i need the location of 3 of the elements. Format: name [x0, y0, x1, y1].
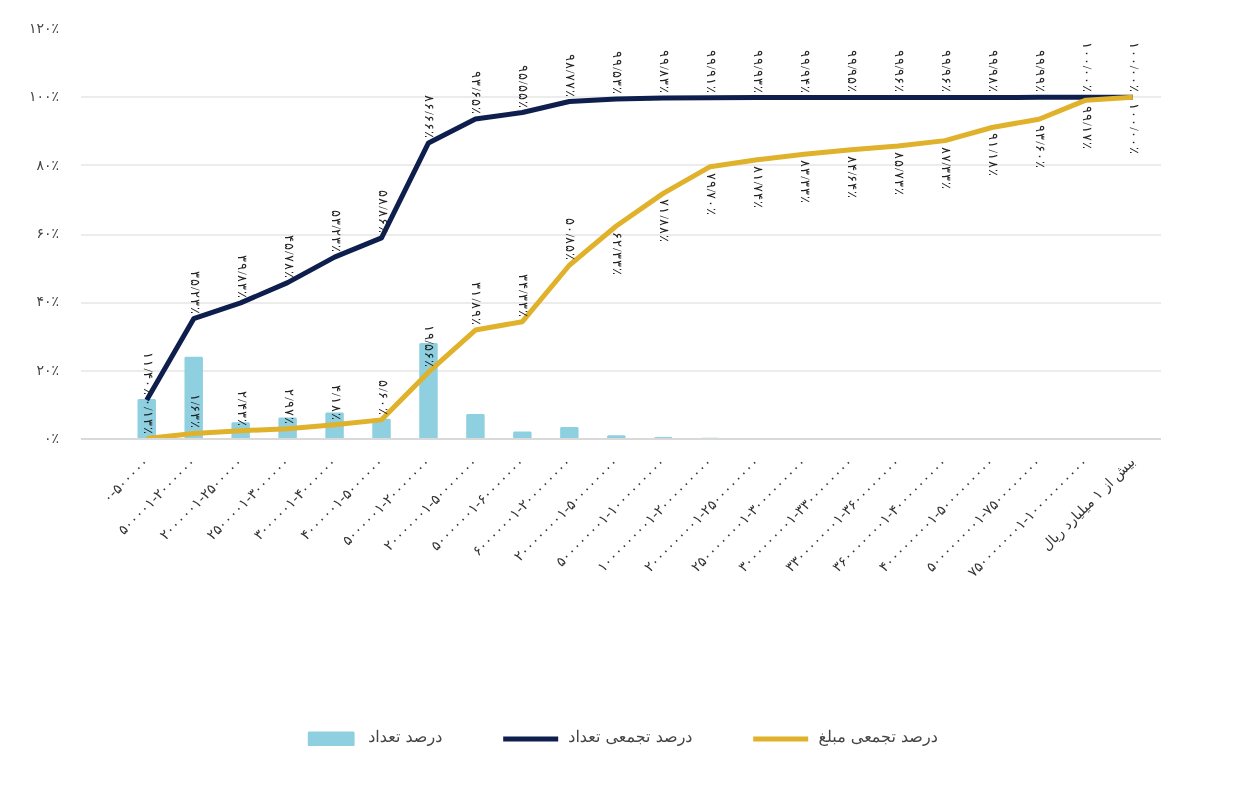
legend-label: درصد تعداد — [368, 728, 443, 746]
legend-label: درصد تجمعی مبلغ — [818, 728, 938, 746]
legend-label: درصد تجمعی تعداد — [568, 728, 693, 746]
